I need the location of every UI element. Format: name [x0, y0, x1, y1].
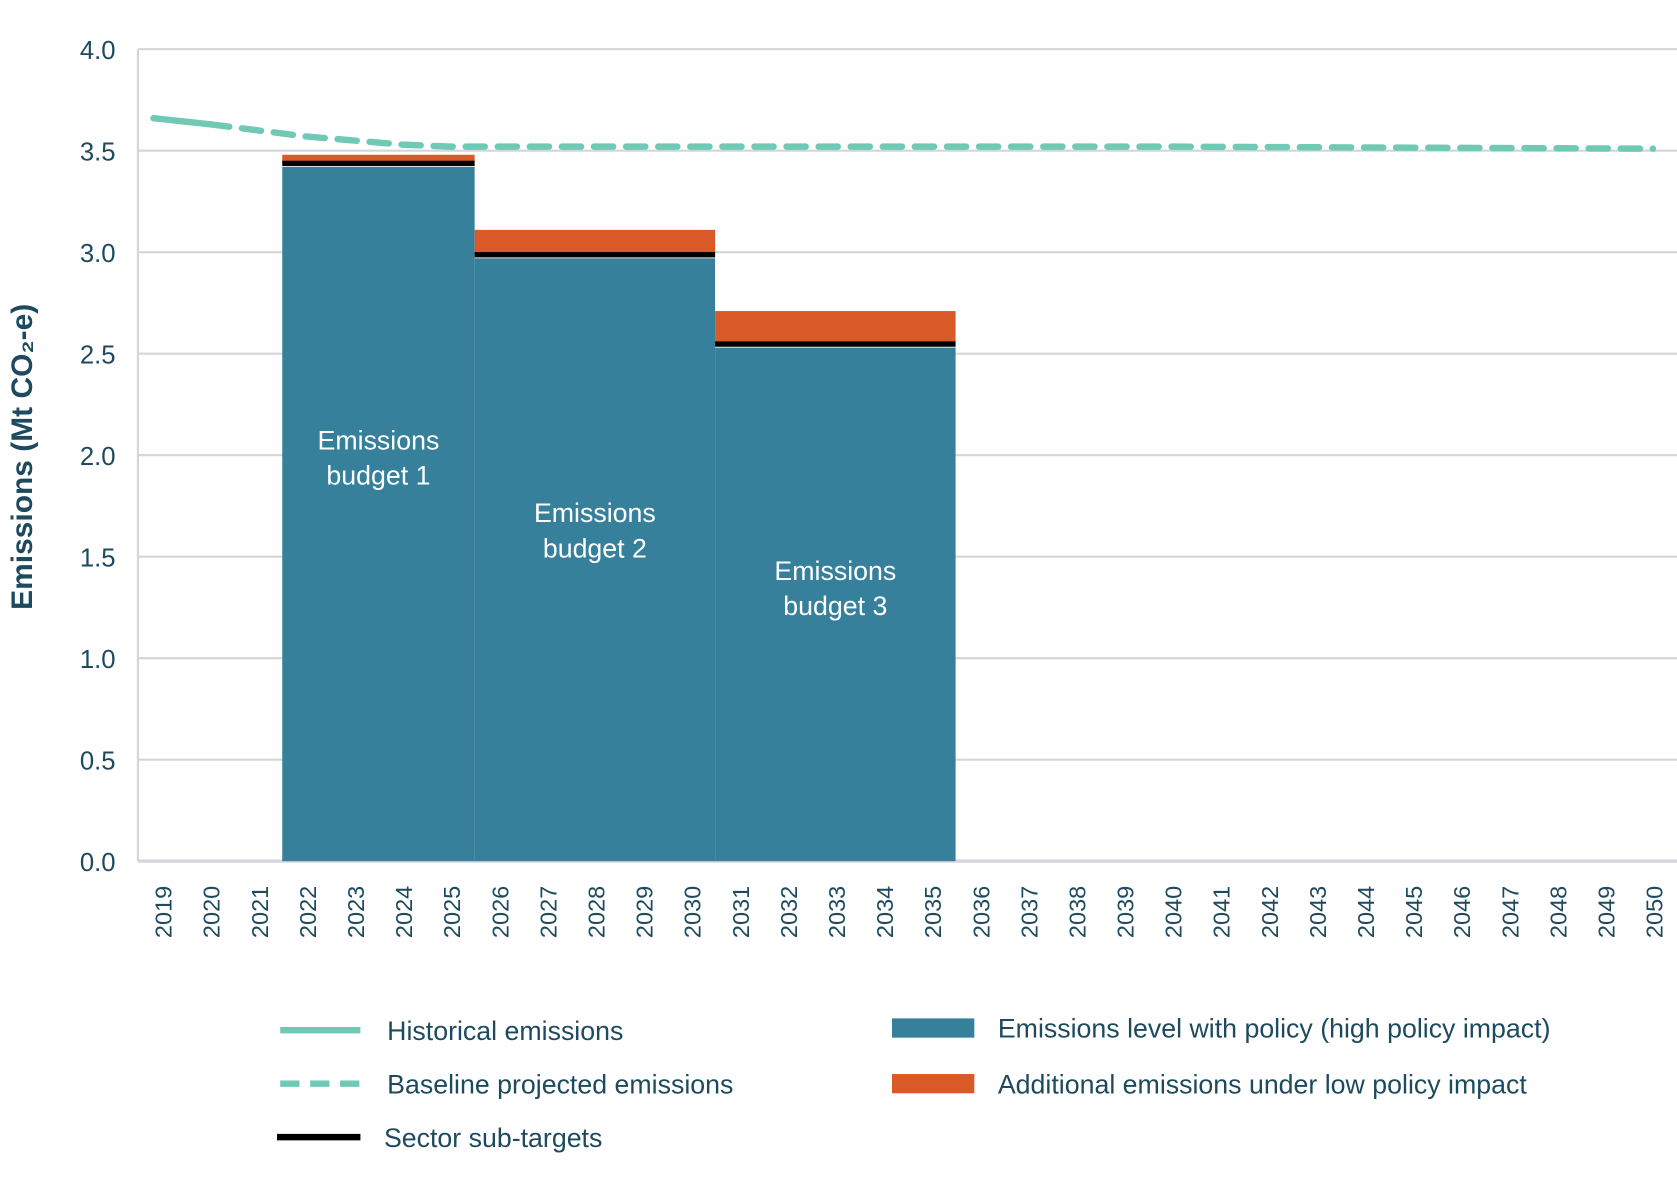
series-lines	[150, 115, 1657, 152]
x-tick-label: 2032	[776, 886, 802, 938]
x-tick-labels: 2019 2020 2021 2022 2023 2024 2025 2026 2027 2028…	[151, 886, 1668, 938]
y-axis-label: Emissions (Mt CO₂-e)	[6, 304, 39, 610]
legend-label: Historical emissions	[387, 1016, 623, 1046]
y-tick-label: 0.0	[80, 849, 116, 877]
low-policy-bar	[474, 229, 716, 255]
x-tick-label: 2031	[728, 886, 754, 938]
sub-target-line	[282, 160, 475, 167]
legend-item: Baseline projected emissions	[280, 1069, 733, 1099]
y-tick-label: 2.0	[80, 443, 116, 471]
x-tick-label: 2019	[151, 886, 177, 938]
legend-item: Emissions level with policy (high policy…	[891, 1014, 1551, 1044]
x-tick-label: 2038	[1064, 886, 1090, 938]
y-tick-label: 3.5	[80, 138, 116, 166]
legend-swatch	[891, 1018, 975, 1038]
x-tick-label: 2029	[632, 886, 658, 938]
x-tick-label: 2049	[1593, 886, 1619, 938]
x-tick-label: 2039	[1113, 886, 1139, 938]
x-tick-label: 2023	[343, 886, 369, 938]
legend-item: Additional emissions under low policy im…	[891, 1069, 1528, 1099]
x-tick-label: 2033	[824, 886, 850, 938]
budget-label: Emissions budget 2	[534, 498, 656, 563]
historical-line	[150, 115, 214, 128]
x-tick-label: 2022	[295, 886, 321, 938]
x-tick-label: 2035	[920, 886, 946, 938]
x-tick-label: 2028	[583, 886, 609, 938]
legend-label: Baseline projected emissions	[387, 1069, 733, 1099]
legend-item: Historical emissions	[280, 1016, 623, 1046]
y-tick-labels: 0.0 0.5 1.0 1.5 2.0 2.5 3.0 3.5 4.0	[80, 37, 116, 877]
x-tick-label: 2044	[1353, 886, 1379, 938]
x-tick-label: 2037	[1016, 886, 1042, 938]
y-tick-label: 3.0	[80, 240, 116, 268]
legend-swatch	[891, 1074, 975, 1094]
x-tick-label: 2036	[968, 886, 994, 938]
x-tick-label: 2027	[535, 886, 561, 938]
x-tick-label: 2026	[487, 886, 513, 938]
bars: Emissions budget 1 Emissions budget 2 Emissi…	[282, 154, 956, 862]
sub-target-line	[474, 252, 716, 258]
x-tick-label: 2025	[439, 886, 465, 938]
budget-label: Emissions budget 3	[774, 556, 896, 621]
x-tick-label: 2043	[1305, 886, 1331, 938]
x-tick-label: 2046	[1449, 886, 1475, 938]
x-tick-label: 2030	[680, 886, 706, 938]
high-policy-bar	[474, 258, 716, 862]
x-tick-label: 2040	[1161, 886, 1187, 938]
y-tick-label: 2.5	[80, 341, 116, 369]
x-tick-label: 2042	[1257, 886, 1283, 938]
x-tick-label: 2048	[1545, 886, 1571, 938]
legend-label: Sector sub-targets	[384, 1123, 602, 1153]
legend-label: Emissions level with policy (high policy…	[998, 1014, 1551, 1044]
x-tick-label: 2034	[872, 886, 898, 938]
x-tick-label: 2024	[391, 886, 417, 938]
budget-label: Emissions budget 1	[318, 425, 440, 490]
y-tick-label: 0.5	[80, 747, 116, 775]
legend-label: Additional emissions under low policy im…	[998, 1069, 1528, 1099]
y-tick-label: 1.0	[80, 646, 116, 674]
y-tick-label: 1.5	[80, 544, 116, 572]
baseline-projected-line	[206, 121, 1657, 152]
legend-item: Sector sub-targets	[277, 1123, 602, 1153]
low-policy-bar	[715, 311, 956, 344]
high-policy-bar	[715, 347, 956, 862]
x-tick-label: 2045	[1401, 886, 1427, 938]
x-tick-label: 2020	[199, 886, 225, 938]
high-policy-bar	[282, 166, 475, 862]
x-tick-label: 2047	[1497, 886, 1523, 938]
x-tick-label: 2021	[247, 886, 273, 938]
low-policy-bar	[282, 154, 475, 163]
sub-target-line	[715, 341, 956, 347]
legend: Historical emissions Baseline projected e…	[277, 1014, 1551, 1153]
x-tick-label: 2041	[1209, 886, 1235, 938]
x-tick-label: 2050	[1642, 886, 1668, 938]
y-tick-label: 4.0	[80, 37, 116, 65]
